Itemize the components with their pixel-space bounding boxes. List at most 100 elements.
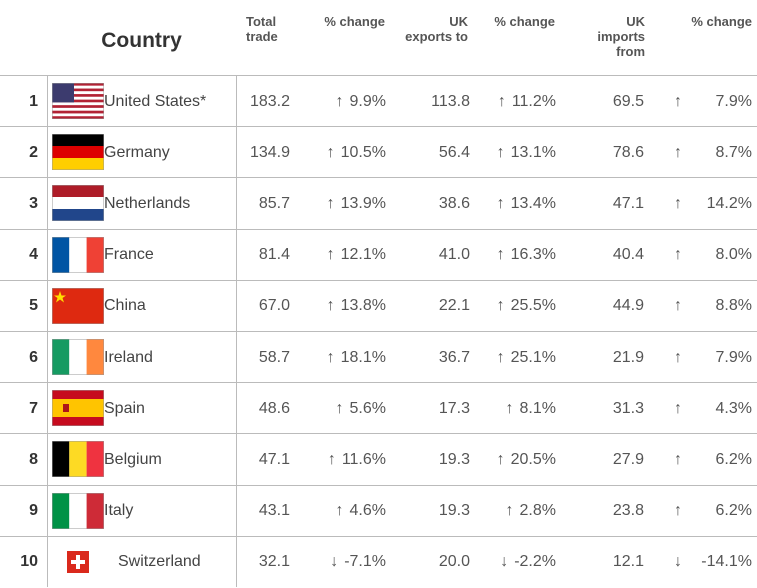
table-row: 5 China 67.0 ↑ 13.8% 22.1 ↑ 25.5% 44.9 ↑ 8.8% [0,279,757,332]
percent-change: ↑ 8.7% [674,127,752,178]
country-name: United States* [104,92,207,110]
flag-icon [52,287,104,324]
change-value: -7.1% [344,553,386,571]
total-trade: 48.6 [258,399,290,417]
rank: 9 [29,502,38,520]
country-name: Spain [104,399,145,417]
change-value: 8.1% [519,399,556,417]
change-value: 11.6% [341,450,386,468]
percent-change: ↓ -2.2% [478,537,556,588]
change-value: 8.7% [715,143,752,161]
flag-icon [52,492,104,529]
country-name: Germany [104,143,170,161]
percent-change: ↑ 8.0% [674,230,752,281]
uk-exports: 38.6 [438,194,470,212]
percent-change: ↑ 25.1% [478,332,556,383]
table-row: 9 Italy 43.1 ↑ 4.6% 19.3 ↑ 2.8% 23.8 ↑ 6.2% [0,484,757,537]
percent-change: ↓ -7.1% [298,537,386,588]
change-arrow: ↑ [505,399,514,417]
change-arrow: ↑ [496,297,505,315]
flag-icon [67,550,89,573]
country-name: Netherlands [104,194,191,212]
change-arrow: ↑ [674,399,682,417]
percent-change: ↑ 4.6% [298,486,386,537]
change-value: 13.9% [340,194,386,212]
header-country: Country [101,29,182,52]
total-trade: 67.0 [258,297,290,315]
rank: 3 [29,194,38,212]
country-name: Italy [104,502,134,520]
uk-exports: 19.3 [438,502,470,520]
change-value: 5.6% [349,399,386,417]
uk-imports: 78.6 [612,143,644,161]
change-value: -2.2% [514,553,556,571]
percent-change: ↑ 6.2% [674,486,752,537]
change-arrow: ↑ [335,399,344,417]
change-arrow: ↑ [326,297,335,315]
change-arrow: ↑ [674,143,682,161]
rank: 1 [29,92,38,110]
change-arrow: ↓ [674,553,682,571]
percent-change: ↑ 7.9% [674,332,752,383]
change-arrow: ↑ [496,194,505,212]
percent-change: ↑ 25.5% [478,281,556,332]
percent-change: ↑ 7.9% [674,76,752,127]
change-value: 9.9% [349,92,386,110]
table-row: 8 Belgium 47.1 ↑ 11.6% 19.3 ↑ 20.5% 27.9 ↑ 6.2% [0,433,757,485]
change-value: 13.1% [510,143,556,161]
rank: 2 [29,143,38,161]
change-arrow: ↑ [674,348,682,366]
uk-exports: 36.7 [438,348,470,366]
percent-change: ↑ 11.2% [478,76,556,127]
change-arrow: ↓ [500,553,509,571]
change-arrow: ↑ [496,348,505,366]
change-value: 18.1% [340,348,386,366]
change-arrow: ↑ [674,92,682,110]
change-arrow: ↑ [505,502,514,520]
uk-imports: 31.3 [612,399,644,417]
percent-change: ↑ 12.1% [298,230,386,281]
change-value: 16.3% [510,246,556,264]
rank: 8 [29,450,38,468]
change-arrow: ↑ [496,450,505,468]
country-name: Belgium [104,450,162,468]
percent-change: ↑ 5.6% [298,383,386,434]
change-value: 7.9% [715,92,752,110]
table-row: 6 Ireland 58.7 ↑ 18.1% 36.7 ↑ 25.1% 21.9 ↑ 7.9% [0,331,757,383]
header-change: % change [691,14,752,29]
percent-change: ↑ 18.1% [298,332,386,383]
header-exports: UK exports to [405,14,468,44]
change-value: 7.9% [715,348,752,366]
percent-change: ↑ 11.6% [298,434,386,485]
total-trade: 85.7 [258,194,290,212]
rank: 5 [29,297,38,315]
percent-change: ↓ -14.1% [674,537,752,588]
change-value: 10.5% [340,143,386,161]
percent-change: ↑ 13.1% [478,127,556,178]
change-value: 25.1% [510,348,556,366]
change-arrow: ↑ [497,92,506,110]
flag-icon [52,441,104,478]
rank: 6 [29,348,38,366]
total-trade: 81.4 [258,246,290,264]
change-arrow: ↑ [674,450,682,468]
uk-imports: 27.9 [612,450,644,468]
percent-change: ↑ 10.5% [298,127,386,178]
flag-icon [52,134,104,171]
uk-imports: 23.8 [612,502,644,520]
flag-icon [52,236,104,273]
percent-change: ↑ 9.9% [298,76,386,127]
change-value: 20.5% [510,450,556,468]
change-arrow: ↑ [496,143,505,161]
uk-imports: 40.4 [612,246,644,264]
percent-change: ↑ 20.5% [478,434,556,485]
total-trade: 47.1 [258,450,290,468]
uk-exports: 19.3 [438,450,470,468]
uk-exports: 20.0 [438,553,470,571]
header-total: Total trade [246,14,278,44]
change-value: 14.2% [706,194,752,212]
change-value: 6.2% [715,502,752,520]
table-row: 1 United States* 183.2 ↑ 9.9% 113.8 ↑ 11.2% 69.5… [0,75,757,127]
change-value: 8.8% [715,297,752,315]
